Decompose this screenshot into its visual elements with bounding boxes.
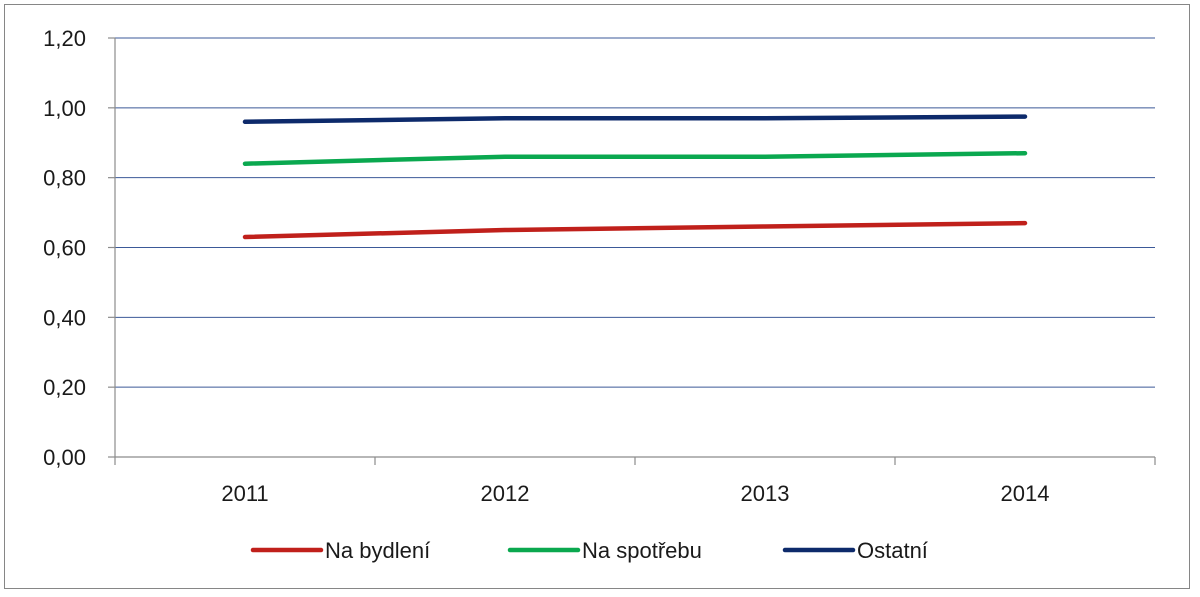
legend-label: Na bydlení (325, 538, 430, 563)
y-tick-label: 0,40 (43, 305, 86, 330)
x-tick-label: 2011 (221, 481, 268, 506)
x-tick-label: 2012 (481, 481, 530, 506)
y-tick-labels: 0,00 0,20 0,40 0,60 0,80 1,00 1,20 (43, 26, 86, 470)
gridlines (115, 37, 1155, 388)
y-tick-label: 0,20 (43, 375, 86, 400)
series-lines (242, 114, 1028, 240)
x-tick-label: 2013 (741, 481, 790, 506)
y-tick-label: 0,80 (43, 166, 86, 191)
series-line-3 (242, 114, 1028, 125)
legend-label: Na spotřebu (582, 538, 702, 563)
y-tick-label: 0,60 (43, 236, 86, 261)
y-tick-label: 0,00 (43, 445, 86, 470)
chart-frame (4, 4, 1190, 589)
y-tick-label: 1,20 (43, 26, 86, 51)
legend-label: Ostatní (857, 538, 928, 563)
series-line-1 (242, 220, 1028, 240)
x-tick-label: 2014 (1001, 481, 1050, 506)
series-line-2 (242, 150, 1028, 166)
y-tick-label: 1,00 (43, 96, 86, 121)
legend: Na bydlení Na spotřebu Ostatní (250, 538, 928, 563)
axes (108, 37, 1156, 465)
x-tick-labels: 2011 2012 2013 2014 (221, 481, 1049, 506)
